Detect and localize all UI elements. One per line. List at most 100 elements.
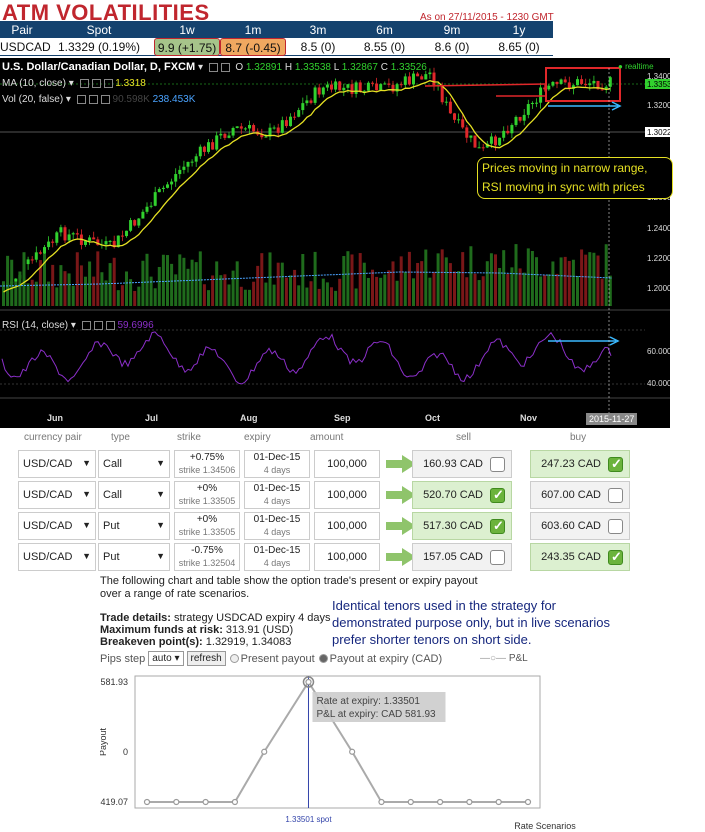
buy-price-button[interactable]: 243.35 CAD	[530, 543, 630, 571]
rsi-hide-icon[interactable]	[93, 320, 103, 330]
buy-price-button[interactable]: 607.00 CAD	[530, 481, 630, 509]
strike-field[interactable]: -0.75% strike 1.32504	[174, 543, 240, 571]
expiry-payout-radio[interactable]	[318, 654, 328, 663]
candle-body	[88, 237, 92, 241]
rsi-close-icon[interactable]	[105, 320, 115, 330]
pl-point	[173, 798, 180, 806]
option-type-select[interactable]: Call ▼	[98, 450, 170, 478]
currency-pair-select[interactable]: USD/CAD ▼	[18, 512, 96, 540]
candle-body	[448, 101, 452, 114]
candle-body	[366, 82, 370, 91]
candle-body	[248, 125, 251, 129]
sell-price-button[interactable]: 517.30 CAD	[412, 512, 512, 540]
candle-body	[71, 233, 75, 235]
candle-body	[576, 79, 579, 86]
rsi-label[interactable]: RSI (14, close)	[2, 320, 69, 331]
candle-body	[137, 218, 141, 226]
vol-settings-icon[interactable]	[76, 94, 86, 104]
dropdown-arrow-icon: ▼	[156, 520, 165, 530]
amount-input[interactable]: 100,000	[314, 512, 380, 540]
buy-checkbox[interactable]	[608, 549, 623, 565]
candle-body	[182, 166, 186, 170]
buy-price-button[interactable]: 247.23 CAD	[530, 450, 630, 478]
vol-label[interactable]: Vol (20, false)	[2, 94, 64, 105]
vol-close-icon[interactable]	[100, 94, 110, 104]
rsi-value: 59.6996	[117, 320, 154, 331]
amount-input[interactable]: 100,000	[314, 543, 380, 571]
expiry-field[interactable]: 01-Dec-15 4 days	[244, 481, 310, 509]
volume-bar	[125, 271, 128, 306]
option-type-select[interactable]: Put ▼	[98, 512, 170, 540]
present-payout-radio[interactable]	[229, 654, 239, 663]
refresh-button[interactable]: refresh	[186, 651, 226, 666]
sell-price-button[interactable]: 520.70 CAD	[412, 481, 512, 509]
chart-symbol-dropdown-icon[interactable]: ▾	[197, 62, 203, 73]
strike-field[interactable]: +0% strike 1.33505	[174, 512, 240, 540]
expiry-field[interactable]: 01-Dec-15 4 days	[244, 543, 310, 571]
payout-chart[interactable]: 581.93 0 -419.07 Payout Rate Scenarios 1.3350…	[97, 670, 660, 832]
amount-input[interactable]: 100,000	[314, 450, 380, 478]
candle-body	[260, 134, 264, 138]
ma-close-icon[interactable]	[103, 78, 113, 88]
volume-bar	[588, 252, 592, 306]
buy-checkbox[interactable]	[608, 456, 623, 472]
header-strike: strike	[177, 432, 201, 443]
pl-legend-line-icon: —○—	[480, 653, 507, 664]
ma-settings-icon[interactable]	[79, 78, 89, 88]
ma-legend: MA (10, close) ▾ 1.3318	[2, 78, 146, 89]
candle-body	[514, 116, 518, 126]
currency-pair-select[interactable]: USD/CAD ▼	[18, 543, 96, 571]
pl-point	[261, 748, 268, 755]
buy-checkbox[interactable]	[608, 519, 623, 534]
candle-body	[227, 135, 231, 138]
candle-body	[465, 127, 469, 138]
volume-bar	[494, 254, 497, 306]
month-nov: Nov	[520, 413, 538, 423]
strike-field[interactable]: +0% strike 1.33505	[174, 481, 240, 509]
amount-input[interactable]: 100,000	[314, 481, 380, 509]
ma-hide-icon[interactable]	[91, 78, 101, 88]
expiry-field[interactable]: 01-Dec-15 4 days	[244, 450, 310, 478]
strike-field[interactable]: +0.75% strike 1.34506	[174, 450, 240, 478]
sell-checkbox[interactable]	[490, 518, 505, 534]
chart-symbol[interactable]: U.S. Dollar/Canadian Dollar, D, FXCM	[2, 61, 196, 73]
sell-price-button[interactable]: 157.05 CAD	[412, 543, 512, 571]
currency-pair-select[interactable]: USD/CAD ▼	[18, 450, 96, 478]
vol-hide-icon[interactable]	[88, 94, 98, 104]
option-type-select[interactable]: Put ▼	[98, 543, 170, 571]
candle-body	[510, 125, 514, 134]
candle-body	[174, 174, 178, 182]
volume-bar	[6, 255, 10, 306]
pips-step-select[interactable]: auto ▾	[148, 651, 184, 666]
settings-icon[interactable]	[208, 62, 218, 72]
ma-label[interactable]: MA (10, close)	[2, 78, 66, 89]
price-chart[interactable]: 1.34001.33531.32001.30221.28001.26001.24…	[0, 58, 670, 428]
candle-body	[75, 233, 79, 235]
buy-checkbox[interactable]	[608, 488, 623, 503]
candle-body	[34, 252, 38, 260]
h-label: H	[284, 62, 293, 73]
volume-bar	[313, 251, 317, 306]
candle-body	[395, 84, 399, 92]
cell-3m: 8.5 (0)	[300, 40, 336, 54]
buy-price-button[interactable]: 603.60 CAD	[530, 512, 630, 540]
sell-checkbox[interactable]	[490, 457, 505, 472]
sell-checkbox[interactable]	[490, 487, 505, 503]
month-jun: Jun	[47, 413, 64, 423]
l-value: 1.32867	[341, 62, 378, 73]
chart-symbol-legend: U.S. Dollar/Canadian Dollar, D, FXCM ▾ O…	[2, 61, 427, 73]
volume-bar	[547, 274, 551, 306]
candle-body	[313, 87, 317, 103]
expiry-field[interactable]: 01-Dec-15 4 days	[244, 512, 310, 540]
currency-pair-select[interactable]: USD/CAD ▼	[18, 481, 96, 509]
candle-body	[350, 84, 354, 94]
option-type-select[interactable]: Call ▼	[98, 481, 170, 509]
volume-bar	[391, 261, 395, 306]
rsi-settings-icon[interactable]	[81, 320, 91, 330]
sell-price-button[interactable]: 160.93 CAD	[412, 450, 512, 478]
volume-bar	[211, 275, 215, 306]
hide-icon[interactable]	[220, 62, 230, 72]
expiry-value: 01-Dec-15	[253, 452, 301, 463]
month-oct: Oct	[425, 413, 441, 423]
sell-checkbox[interactable]	[490, 550, 505, 565]
